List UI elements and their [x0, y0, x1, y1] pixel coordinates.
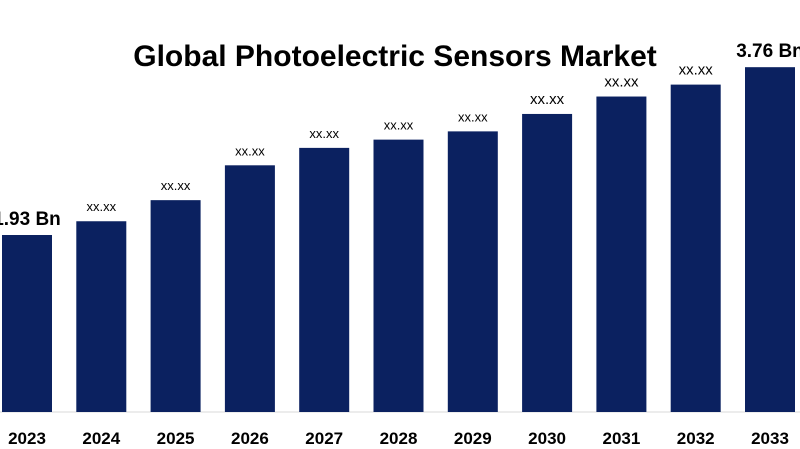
- bar-2025: [150, 200, 201, 412]
- x-tick-label-2025: 2025: [157, 429, 195, 448]
- x-tick-label-2026: 2026: [231, 429, 269, 448]
- x-tick-labels-group: 2023 2024 2025 2026 2027 2028 2029 2030 2031 2032…: [8, 429, 789, 448]
- bar-2032: [670, 84, 721, 412]
- x-tick-label-2027: 2027: [305, 429, 343, 448]
- bar-2029: [447, 131, 498, 412]
- data-label-2025: xx.xx: [161, 178, 191, 193]
- bar-2023: [2, 235, 52, 412]
- data-label-2029: xx.xx: [458, 109, 488, 124]
- bar-2031: [596, 96, 647, 413]
- data-label-2023: 1.93 Bn: [0, 209, 61, 230]
- x-tick-label-2023: 2023: [8, 429, 46, 448]
- data-label-2026: xx.xx: [235, 143, 265, 158]
- x-tick-label-2028: 2028: [380, 429, 418, 448]
- bar-2033: [745, 67, 795, 413]
- x-tick-label-2033: 2033: [751, 429, 789, 448]
- x-tick-label-2030: 2030: [528, 429, 566, 448]
- data-label-2033: 3.76 Bn: [736, 41, 800, 62]
- x-tick-label-2029: 2029: [454, 429, 492, 448]
- x-tick-label-2032: 2032: [677, 429, 715, 448]
- chart-title: Global Photoelectric Sensors Market: [133, 40, 657, 73]
- x-tick-label-2024: 2024: [82, 429, 120, 448]
- data-label-2027: xx.xx: [309, 126, 339, 141]
- data-label-2028: xx.xx: [384, 118, 414, 133]
- data-label-2030: xx.xx: [530, 91, 565, 108]
- bar-2024: [76, 221, 127, 412]
- bar-2030: [522, 113, 573, 412]
- data-label-2031: xx.xx: [604, 74, 639, 91]
- bars-group: [2, 67, 795, 413]
- x-tick-label-2031: 2031: [602, 429, 640, 448]
- data-label-2024: xx.xx: [86, 199, 116, 214]
- bar-2028: [373, 139, 424, 412]
- bar-2026: [224, 165, 275, 412]
- data-label-2032: xx.xx: [679, 62, 714, 79]
- data-labels-group: 1.93 Bn xx.xx xx.xx xx.xx xx.xx xx.xx xx.xx xx.…: [0, 41, 800, 230]
- bar-2027: [299, 147, 350, 412]
